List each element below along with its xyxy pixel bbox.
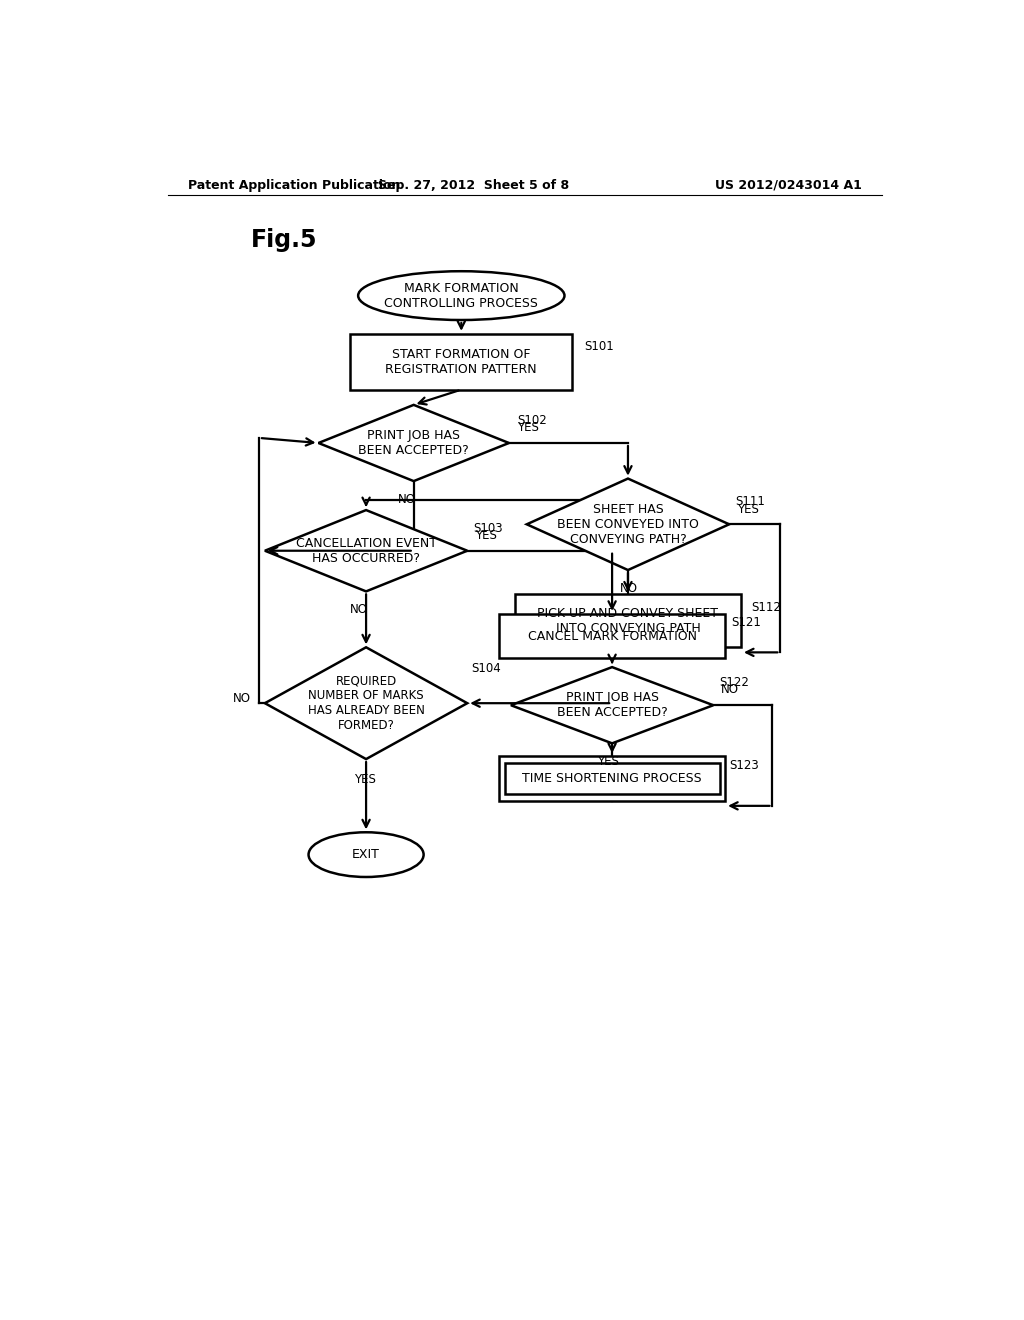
Text: NO: NO [350, 603, 369, 616]
FancyBboxPatch shape [499, 756, 725, 801]
Text: YES: YES [517, 421, 539, 434]
Polygon shape [511, 667, 714, 743]
FancyBboxPatch shape [515, 594, 741, 647]
Text: PICK UP AND CONVEY SHEET
INTO CONVEYING PATH: PICK UP AND CONVEY SHEET INTO CONVEYING … [538, 607, 719, 635]
Text: S111: S111 [735, 495, 765, 508]
Text: MARK FORMATION
CONTROLLING PROCESS: MARK FORMATION CONTROLLING PROCESS [384, 281, 539, 310]
Text: Sep. 27, 2012  Sheet 5 of 8: Sep. 27, 2012 Sheet 5 of 8 [378, 178, 568, 191]
Text: S103: S103 [473, 521, 503, 535]
Text: PRINT JOB HAS
BEEN ACCEPTED?: PRINT JOB HAS BEEN ACCEPTED? [358, 429, 469, 457]
Text: CANCEL MARK FORMATION: CANCEL MARK FORMATION [527, 630, 696, 643]
Text: YES: YES [475, 529, 497, 543]
FancyBboxPatch shape [499, 614, 725, 659]
Text: S104: S104 [471, 663, 501, 675]
Text: US 2012/0243014 A1: US 2012/0243014 A1 [715, 178, 862, 191]
Text: Patent Application Publication: Patent Application Publication [187, 178, 400, 191]
Text: YES: YES [354, 774, 376, 785]
Text: S122: S122 [719, 676, 750, 689]
Text: NO: NO [721, 684, 739, 697]
Text: NO: NO [233, 692, 251, 705]
Polygon shape [526, 479, 729, 570]
Text: START FORMATION OF
REGISTRATION PATTERN: START FORMATION OF REGISTRATION PATTERN [385, 347, 538, 376]
Text: YES: YES [597, 755, 620, 768]
Text: YES: YES [737, 503, 759, 516]
Text: S112: S112 [751, 601, 781, 614]
Ellipse shape [358, 271, 564, 319]
Text: S101: S101 [585, 341, 614, 352]
Text: S123: S123 [729, 759, 759, 772]
Text: Fig.5: Fig.5 [251, 228, 317, 252]
Text: NO: NO [397, 492, 416, 506]
Text: REQUIRED
NUMBER OF MARKS
HAS ALREADY BEEN
FORMED?: REQUIRED NUMBER OF MARKS HAS ALREADY BEE… [307, 675, 425, 733]
Text: NO: NO [620, 582, 638, 595]
Text: EXIT: EXIT [352, 849, 380, 861]
FancyBboxPatch shape [350, 334, 572, 389]
Text: CANCELLATION EVENT
HAS OCCURRED?: CANCELLATION EVENT HAS OCCURRED? [296, 537, 436, 565]
Polygon shape [265, 647, 467, 759]
Polygon shape [318, 405, 509, 480]
Polygon shape [265, 510, 467, 591]
Ellipse shape [308, 833, 424, 876]
Text: PRINT JOB HAS
BEEN ACCEPTED?: PRINT JOB HAS BEEN ACCEPTED? [557, 692, 668, 719]
Text: S102: S102 [517, 414, 547, 428]
Text: S121: S121 [731, 616, 761, 630]
Text: SHEET HAS
BEEN CONVEYED INTO
CONVEYING PATH?: SHEET HAS BEEN CONVEYED INTO CONVEYING P… [557, 503, 699, 545]
Text: TIME SHORTENING PROCESS: TIME SHORTENING PROCESS [522, 772, 701, 785]
